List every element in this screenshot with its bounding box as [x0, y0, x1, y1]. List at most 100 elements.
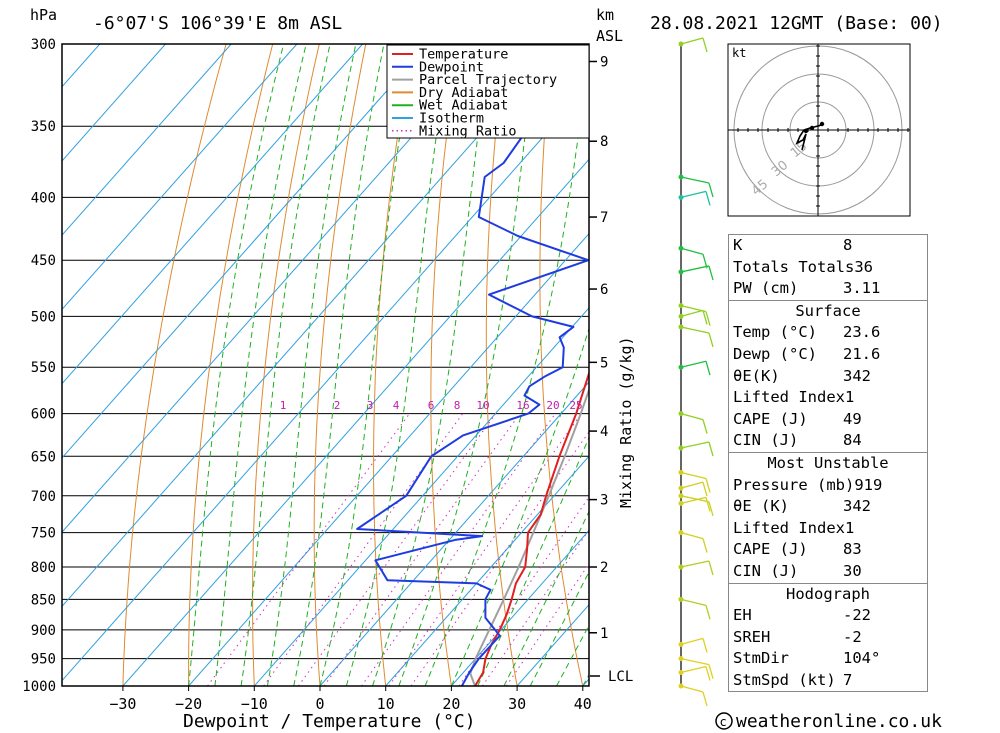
- parcel-trajectory-line: [469, 386, 589, 686]
- wind-barb: [678, 665, 711, 681]
- pressure-tick-label: 900: [31, 623, 56, 639]
- pressure-tick-label: 550: [31, 360, 56, 376]
- profiles: [356, 46, 589, 686]
- wind-barb: [678, 245, 708, 269]
- legend-entry: Mixing Ratio: [419, 123, 517, 139]
- wet-adiabat-4: [345, 44, 451, 686]
- surface-header: Surface: [729, 299, 927, 323]
- row-sreh: SREH -2: [733, 627, 862, 646]
- km-tick-label: 6: [600, 282, 608, 298]
- wind-barb: [678, 441, 714, 457]
- wet-adiabat-12: [398, 44, 538, 686]
- mixing-ratio-labels: 1 2 3 4 6 8 10 16 20 25: [280, 399, 583, 412]
- pressure-tick-label: 850: [31, 592, 56, 608]
- temperature-line: [474, 370, 589, 686]
- wind-barb-shaft: [680, 598, 707, 606]
- temperature-tick-label: 40: [574, 695, 592, 713]
- km-tick-label: 8: [600, 134, 608, 150]
- dry-adiabat--30: [122, 44, 227, 686]
- wind-barb-shaft: [680, 247, 704, 255]
- wind-barb-shaft: [680, 496, 707, 505]
- mixing-ratio-line-6: [361, 413, 556, 686]
- wind-barb-shaft: [680, 560, 710, 568]
- mixing-ratio-label: 25: [569, 399, 582, 412]
- mixing-ratio-line-8: [388, 413, 582, 686]
- wind-barb: [678, 683, 708, 707]
- wind-barb-flag: [705, 605, 711, 620]
- wind-barb-flag: [705, 311, 711, 326]
- pressure-tick-label: 1000: [22, 679, 56, 695]
- wind-barb-shaft: [680, 37, 704, 45]
- wind-barb-shaft: [680, 637, 704, 646]
- dry-adiabat-130: [971, 44, 1000, 686]
- mixing-ratio-label: 20: [546, 399, 559, 412]
- legend-entry: Temperature: [419, 47, 508, 63]
- wind-barb-flag: [702, 638, 708, 653]
- wind-barb-shaft: [680, 531, 704, 540]
- isotherm--110: [62, 44, 166, 162]
- mixing-ratio-label: 16: [516, 399, 529, 412]
- wind-barb-shaft: [680, 658, 710, 666]
- wind-barb-shaft: [680, 685, 704, 693]
- wind-barb-flag: [702, 419, 708, 434]
- height-unit: km: [596, 6, 614, 24]
- wind-barb-shaft: [680, 495, 710, 503]
- wet-adiabat--8: [266, 44, 357, 686]
- mixing-ratio-label: 6: [428, 399, 435, 412]
- dry-adiabats: [122, 44, 1000, 686]
- temperature-tick-labels: −30 −20 −10 0 10 20 30 40: [109, 686, 592, 713]
- temperature-tick-label: 0: [315, 695, 324, 713]
- hodograph-point: [803, 128, 809, 134]
- pressure-tick-label: 500: [31, 309, 56, 325]
- dry-adiabat-40: [539, 44, 584, 686]
- pressure-tick-label: 700: [31, 489, 56, 505]
- wet-adiabat-20: [450, 326, 589, 686]
- row-surface-dewp: Dewp (°C) 21.6: [733, 344, 881, 363]
- wind-barb-shaft: [680, 360, 707, 368]
- wind-barb-flag: [708, 560, 714, 576]
- wet-adiabat-16: [424, 48, 589, 686]
- wind-barb-flag: [705, 191, 711, 206]
- lcl-label: LCL: [608, 669, 633, 685]
- legend-entry: Dewpoint: [419, 59, 484, 75]
- pressure-tick-label: 300: [31, 37, 56, 53]
- wind-barb-shaft: [680, 176, 710, 184]
- pressure-tick-label: 650: [31, 449, 56, 465]
- km-tick-label: 2: [600, 560, 608, 576]
- wind-barb-shaft: [680, 326, 710, 334]
- km-tick-label: 9: [600, 54, 608, 70]
- isotherm--40: [62, 84, 589, 682]
- isotherm--20: [188, 232, 589, 686]
- mixing-ratio-label: 1: [280, 399, 287, 412]
- wet-adiabat-0: [319, 44, 416, 686]
- row-mu-pressure: Pressure (mb) 919: [733, 475, 883, 494]
- wet-adiabat-28: [503, 510, 589, 686]
- wind-barb: [678, 190, 711, 206]
- location-title: -6°07'S 106°39'E 8m ASL: [93, 13, 342, 34]
- row-eh: EH -22: [733, 606, 871, 625]
- dry-adiabat--10: [252, 44, 320, 686]
- hodograph-point: [809, 125, 815, 131]
- temperature-tick-label: 30: [508, 695, 526, 713]
- credit-text: weatheronline.co.uk: [736, 711, 942, 732]
- hodograph-header: Hodograph: [729, 582, 927, 606]
- isobar-lines: [62, 44, 589, 686]
- isotherm-0: [319, 381, 589, 686]
- pressure-tick-label: 950: [31, 652, 56, 668]
- wind-barb-flag: [705, 666, 711, 681]
- mixing-ratio-line-20: [481, 528, 589, 686]
- temperature-tick-label: −10: [241, 695, 268, 713]
- temperature-tick-label: −30: [109, 695, 136, 713]
- wind-barb: [678, 37, 708, 53]
- wind-barb: [678, 469, 711, 493]
- wet-adiabats: [188, 44, 589, 686]
- pressure-unit: hPa: [30, 6, 57, 24]
- isotherm--60: [62, 44, 495, 533]
- wind-barb-flag: [708, 664, 714, 679]
- row-stmdir: StmDir 104°: [733, 649, 881, 668]
- copyright: c weatheronline.co.uk: [715, 711, 942, 732]
- mixing-ratio-label: 3: [367, 399, 374, 412]
- mixing-ratio-line-3: [297, 413, 497, 686]
- mixing-ratio-label: 8: [454, 399, 461, 412]
